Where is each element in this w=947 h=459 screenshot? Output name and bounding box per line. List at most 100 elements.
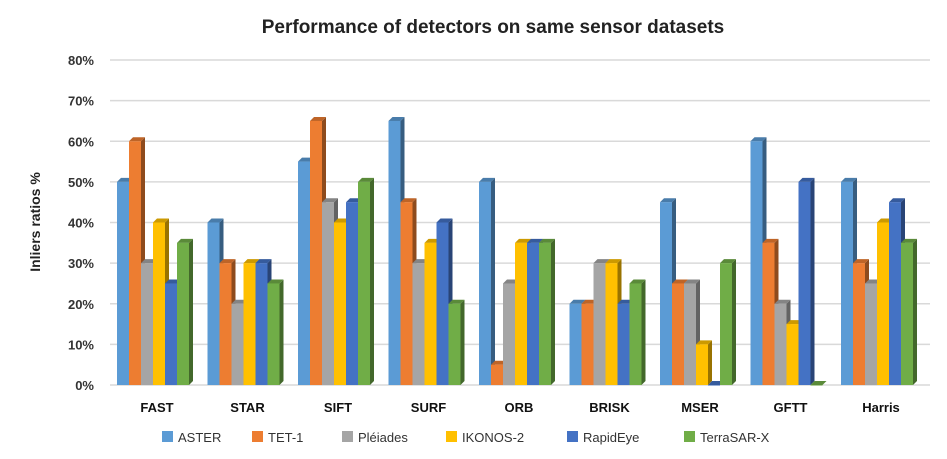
bar-front	[901, 242, 913, 385]
bar-front	[165, 283, 177, 385]
x-tick-label: SURF	[411, 400, 446, 415]
y-tick-label: 0%	[75, 378, 94, 393]
bar-top	[243, 259, 260, 264]
legend-label: TerraSAR-X	[700, 430, 770, 445]
chart-title: Performance of detectors on same sensor …	[262, 17, 725, 38]
bar-top	[153, 218, 169, 223]
bar-harris-terrasar-x	[901, 238, 917, 385]
bar-front	[207, 222, 220, 385]
bar-top	[400, 198, 417, 203]
bar-front	[177, 242, 189, 385]
legend-item: RapidEye	[567, 430, 639, 445]
bar-side	[913, 238, 917, 385]
bar-side	[189, 238, 193, 385]
bar-front	[798, 181, 811, 385]
bar-top	[593, 259, 610, 264]
bar-front	[527, 242, 539, 385]
bar-top	[322, 198, 338, 203]
bar-side	[491, 177, 495, 385]
bar-front	[569, 303, 582, 385]
bar-top	[889, 198, 905, 203]
bar-top	[798, 177, 815, 182]
bar-side	[370, 177, 374, 385]
bar-front	[750, 141, 763, 385]
bar-top	[696, 340, 712, 345]
bar-top	[853, 259, 869, 264]
bar-front	[762, 242, 775, 385]
y-tick-label: 80%	[68, 53, 94, 68]
bar-top	[436, 218, 453, 223]
bar-gftt-rapideye	[798, 177, 815, 385]
bar-front	[298, 161, 310, 385]
bar-top	[684, 279, 700, 284]
bar-top	[672, 279, 688, 284]
bar-top	[129, 137, 145, 142]
legend-swatch	[252, 431, 263, 442]
bar-top	[810, 381, 827, 385]
bar-mser-ikonos-2	[696, 340, 712, 385]
bar-front	[243, 263, 256, 385]
x-tick-label: FAST	[140, 400, 173, 415]
y-axis-label: Inliers ratios %	[27, 172, 43, 272]
y-tick-label: 40%	[68, 216, 94, 231]
x-tick-label: MSER	[681, 400, 719, 415]
legend-label: ASTER	[178, 430, 221, 445]
bar-top	[774, 299, 791, 304]
bar-brisk-terrasar-x	[629, 279, 646, 385]
legend-item: IKONOS-2	[446, 430, 524, 445]
legend-swatch	[567, 431, 578, 442]
legend-swatch	[342, 431, 353, 442]
bar-front	[672, 283, 684, 385]
bar-top	[267, 279, 284, 284]
x-tick-label: SIFT	[324, 400, 352, 415]
x-tick-label: STAR	[230, 400, 265, 415]
bar-side	[279, 279, 284, 385]
x-tick-label: Harris	[862, 400, 900, 415]
bar-front	[853, 263, 865, 385]
bar-front	[231, 303, 244, 385]
bar-top	[527, 238, 543, 243]
bar-front	[605, 263, 618, 385]
bar-top	[207, 218, 224, 223]
bar-front	[310, 120, 322, 385]
bar-front	[629, 283, 642, 385]
legend-label: RapidEye	[583, 430, 639, 445]
y-tick-label: 30%	[68, 256, 94, 271]
y-tick-label: 10%	[68, 337, 94, 352]
bar-front	[255, 263, 268, 385]
bar-top	[720, 259, 736, 264]
bar-surf-terrasar-x	[448, 299, 465, 385]
bar-top	[479, 177, 495, 182]
bar-front	[515, 242, 527, 385]
bar-front	[786, 324, 799, 385]
bar-front	[660, 202, 672, 385]
y-tick-label: 20%	[68, 297, 94, 312]
bar-side	[732, 259, 736, 385]
bar-top	[660, 198, 676, 203]
bar-fast-terrasar-x	[177, 238, 193, 385]
bar-side	[810, 177, 815, 385]
bar-front	[141, 263, 153, 385]
y-tick-label: 60%	[68, 134, 94, 149]
bar-front	[448, 303, 461, 385]
bar-front	[581, 303, 594, 385]
bar-orb-aster	[479, 177, 495, 385]
bar-top	[901, 238, 917, 243]
bar-top	[358, 177, 374, 182]
bar-front	[129, 141, 141, 385]
bar-front	[696, 344, 708, 385]
legend-item: Pléiades	[342, 430, 408, 445]
bar-front	[810, 385, 823, 386]
bar-front	[539, 242, 551, 385]
bar-sift-terrasar-x	[358, 177, 374, 385]
y-tick-label: 50%	[68, 175, 94, 190]
bar-front	[436, 222, 449, 385]
bar-top	[310, 116, 326, 121]
x-tick-label: BRISK	[589, 400, 630, 415]
bar-top	[750, 137, 767, 142]
bar-mser-pléiades	[684, 279, 700, 385]
bar-orb-terrasar-x	[539, 238, 555, 385]
y-tick-label: 70%	[68, 94, 94, 109]
bar-top	[539, 238, 555, 243]
